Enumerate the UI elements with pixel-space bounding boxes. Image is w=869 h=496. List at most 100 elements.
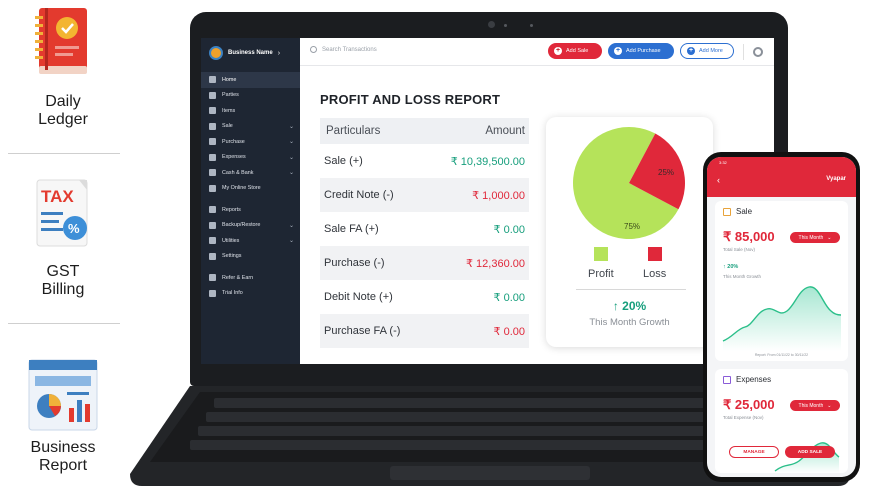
- plus-icon: +: [554, 47, 562, 55]
- sidebar-item-label: Purchase: [222, 138, 245, 145]
- sidebar-item-label: Settings: [222, 253, 242, 260]
- bank-icon: [209, 169, 216, 177]
- row-amount: ₹ 0.00: [493, 223, 525, 236]
- sale-growth-label: This Month Growth: [723, 274, 762, 279]
- chevron-down-icon: ⌄: [288, 154, 294, 161]
- table-row: Sale FA (+) ₹ 0.00: [320, 212, 529, 246]
- chevron-down-icon: ⌄: [827, 234, 832, 241]
- divider: [576, 289, 686, 290]
- sidebar-item-expenses[interactable]: Expenses ⌄: [201, 150, 300, 166]
- feature-label: GST Billing: [41, 263, 85, 298]
- profit-loss-table: Particulars Amount Sale (+) ₹ 10,39,500.0…: [320, 118, 529, 348]
- period-label: This Month: [798, 402, 824, 409]
- gear-icon[interactable]: [753, 47, 763, 57]
- sidebar-item-label: Reports: [222, 206, 241, 213]
- row-label: Purchase (-): [324, 257, 385, 269]
- table-row: Credit Note (-) ₹ 1,000.00: [320, 178, 529, 212]
- search-placeholder: Search Transactions: [322, 46, 377, 53]
- pie-slice-profit: [573, 127, 679, 239]
- sidebar-item-refer-earn[interactable]: Refer & Earn: [201, 270, 300, 286]
- pie-label-loss: 25%: [658, 168, 674, 177]
- chevron-down-icon: ⌄: [827, 402, 832, 409]
- manage-button[interactable]: MANAGE: [729, 446, 779, 458]
- legend-swatch-profit: [593, 247, 608, 261]
- report-dashboard-icon: [28, 359, 98, 431]
- sale-amount: ₹ 85,000: [723, 229, 775, 244]
- expenses-icon: [209, 153, 216, 161]
- laptop-screen: Business Name › Home Parties Items Sale ⌄…: [201, 38, 774, 364]
- sale-subtitle: Total Sale (Nov): [723, 247, 756, 252]
- feature-label: Business Report: [30, 439, 96, 474]
- search-input[interactable]: Search Transactions: [310, 46, 377, 53]
- sidebar-item-label: Sale: [222, 123, 233, 130]
- feature-daily-ledger[interactable]: Daily Ledger: [0, 6, 126, 129]
- parties-icon: [209, 91, 216, 99]
- items-icon: [209, 107, 216, 115]
- camera-icon: [488, 21, 495, 28]
- feature-divider: [8, 323, 120, 324]
- row-label: Sale FA (+): [324, 223, 379, 235]
- business-switcher[interactable]: Business Name ›: [209, 44, 280, 62]
- sidebar-item-label: Items: [222, 107, 236, 114]
- sidebar-item-sale[interactable]: Sale ⌄: [201, 119, 300, 135]
- divider: [743, 44, 744, 60]
- sidebar-item-label: Expenses: [222, 154, 246, 161]
- add-sale-mobile-button[interactable]: ADD SALE: [785, 446, 835, 458]
- expenses-icon: [723, 375, 731, 384]
- search-icon: [310, 46, 317, 53]
- row-amount: ₹ 12,360.00: [466, 257, 525, 270]
- phone-screen: 3:32 ‹ Vyapar Sale ₹ 85,000 Total Sale (…: [707, 157, 856, 477]
- back-arrow-icon[interactable]: ‹: [717, 175, 720, 185]
- feature-business-report[interactable]: Business Report: [0, 358, 126, 475]
- utilities-icon: [209, 237, 216, 245]
- sale-icon: [209, 122, 216, 130]
- sidebar-item-online-store[interactable]: My Online Store: [201, 181, 300, 197]
- sidebar-item-items[interactable]: Items: [201, 103, 300, 119]
- sidebar-item-home[interactable]: Home: [201, 72, 300, 88]
- table-row: Purchase FA (-) ₹ 0.00: [320, 314, 529, 348]
- sale-period-select[interactable]: This Month ⌄: [790, 232, 840, 243]
- column-header-amount: Amount: [485, 125, 525, 137]
- feature-divider: [8, 153, 120, 154]
- sidebar-item-purchase[interactable]: Purchase ⌄: [201, 134, 300, 150]
- sidebar-item-reports[interactable]: Reports: [201, 202, 300, 218]
- add-more-button[interactable]: + Add More: [680, 43, 734, 59]
- add-sale-button[interactable]: + Add Sale: [548, 43, 602, 59]
- column-header-particulars: Particulars: [326, 125, 381, 137]
- row-amount: ₹ 0.00: [493, 325, 525, 338]
- legend-label-loss: Loss: [643, 268, 667, 280]
- sidebar-item-label: Refer & Earn: [222, 274, 254, 281]
- sidebar-item-backup-restore[interactable]: Backup/Restore ⌄: [201, 218, 300, 234]
- sidebar-item-cash-bank[interactable]: Cash & Bank ⌄: [201, 165, 300, 181]
- expenses-subtitle: Total Expense (Nov): [723, 415, 764, 420]
- row-label: Credit Note (-): [324, 189, 394, 201]
- sidebar-item-label: My Online Store: [222, 185, 261, 192]
- sidebar-item-label: Cash & Bank: [222, 169, 254, 176]
- backup-icon: [209, 221, 216, 229]
- svg-text:TAX: TAX: [41, 187, 74, 206]
- sidebar-item-trial-info[interactable]: Trial Info: [201, 286, 300, 302]
- add-purchase-button[interactable]: + Add Purchase: [608, 43, 674, 59]
- sidebar-item-label: Parties: [222, 92, 239, 99]
- pie-slice-loss: [629, 133, 685, 210]
- reports-icon: [209, 206, 216, 214]
- ledger-book-icon: [35, 8, 87, 74]
- sidebar-item-parties[interactable]: Parties: [201, 88, 300, 104]
- plus-icon: +: [687, 47, 695, 55]
- sensor-dot: [504, 24, 507, 27]
- sidebar-item-settings[interactable]: Settings: [201, 249, 300, 265]
- table-header: Particulars Amount: [320, 118, 529, 144]
- sale-card: Sale ₹ 85,000 Total Sale (Nov) This Mont…: [715, 201, 848, 361]
- feature-gst-billing[interactable]: TAX % GST Billing: [0, 176, 126, 299]
- legend-swatch-loss: [647, 247, 662, 261]
- row-label: Debit Note (+): [324, 291, 393, 303]
- expenses-period-select[interactable]: This Month ⌄: [790, 400, 840, 411]
- sale-trend-sparkline: [722, 286, 842, 351]
- growth-value: ↑ 20%: [612, 299, 647, 313]
- row-label: Purchase FA (-): [324, 325, 401, 337]
- sidebar-item-label: Trial Info: [222, 290, 243, 297]
- sidebar-item-utilities[interactable]: Utilities ⌄: [201, 233, 300, 249]
- table-row: Sale (+) ₹ 10,39,500.00: [320, 144, 529, 178]
- legend-label-profit: Profit: [588, 268, 614, 280]
